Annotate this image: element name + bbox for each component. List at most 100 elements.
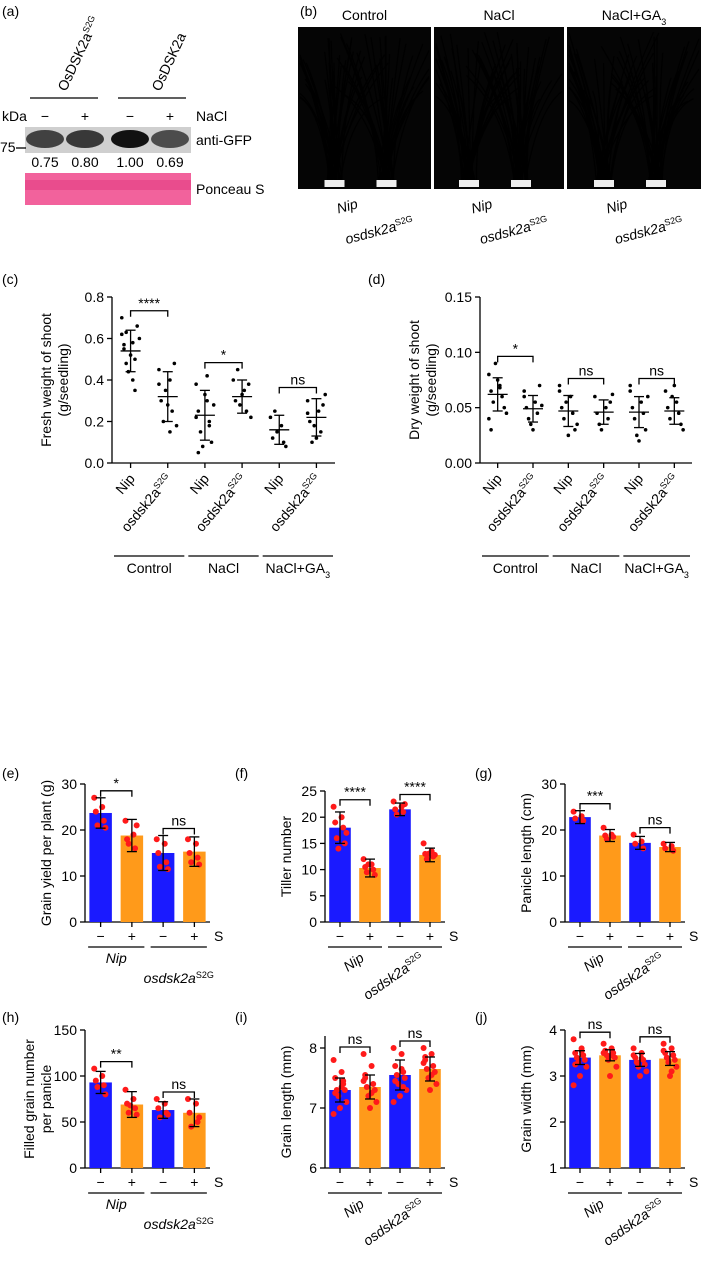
y-tick-label: 0 (309, 914, 317, 930)
y-tick-label: 0 (69, 914, 77, 930)
data-point (319, 430, 323, 434)
bar (329, 827, 351, 922)
y-axis-label: (g/seedling) (423, 343, 439, 416)
significance-bracket (162, 1091, 196, 1098)
group-label: Nip (340, 1195, 367, 1220)
x-tick-label-sup: S2G (587, 471, 606, 491)
data-point (430, 1063, 437, 1069)
data-point (667, 1073, 673, 1079)
data-point (133, 388, 137, 393)
data-point (663, 1054, 670, 1061)
data-point (186, 850, 193, 856)
data-point (529, 422, 533, 427)
data-point (130, 340, 135, 345)
data-point (603, 836, 610, 843)
data-point (153, 836, 160, 843)
data-point (668, 1068, 675, 1075)
data-point (630, 1045, 637, 1052)
construct-label: OsDSK2a (148, 30, 189, 93)
significance-bracket (162, 827, 196, 835)
data-point (670, 847, 677, 854)
ratio-label: 1.00 (116, 154, 143, 170)
leaf (650, 38, 700, 184)
data-point (639, 400, 643, 404)
leaf (328, 62, 333, 184)
leaf (568, 66, 598, 184)
y-tick-label: 0 (549, 914, 557, 930)
panel-label: (f) (235, 765, 248, 781)
factor-label: S (689, 1174, 698, 1190)
x-tick-label: + (128, 928, 136, 944)
data-point (540, 403, 544, 408)
significance-bracket (399, 793, 431, 801)
data-point (390, 1045, 397, 1051)
data-point (643, 428, 648, 432)
data-point (102, 1091, 109, 1098)
data-point (172, 361, 177, 366)
y-tick-label: 0.6 (85, 331, 105, 347)
data-point (163, 859, 170, 866)
significance-bracket (579, 1031, 611, 1039)
genotype-label-main: Nip (604, 195, 629, 216)
data-point (562, 416, 566, 421)
genotype-label-sup: S2G (663, 213, 683, 227)
data-point (533, 400, 537, 404)
pot (646, 180, 666, 187)
bar (629, 1059, 651, 1168)
group-label-main: osdsk2a (360, 1206, 412, 1249)
group-label: Nip (340, 949, 367, 974)
y-axis-label: Panicle length (cm) (518, 793, 534, 913)
genotype-label: osdsk2aS2G (343, 213, 415, 247)
significance-bracket (567, 377, 605, 385)
data-point (92, 1077, 99, 1084)
group-label: NaCl (208, 560, 239, 576)
data-point (242, 388, 247, 393)
group-label-sup: S2G (196, 1216, 214, 1226)
data-point (235, 367, 240, 372)
data-point (662, 845, 669, 852)
data-point (323, 392, 328, 397)
data-point (207, 419, 212, 424)
ratio-label: 0.75 (31, 154, 58, 170)
group-label: Control (493, 560, 538, 576)
data-point (363, 1084, 370, 1090)
leaf (302, 59, 339, 184)
data-point (491, 400, 496, 404)
data-point (401, 801, 408, 808)
data-point (668, 416, 672, 421)
data-point (209, 440, 214, 445)
x-tick-label: + (190, 1174, 198, 1190)
data-point (153, 1096, 160, 1102)
leaf (568, 78, 602, 184)
group-label: osdsk2aS2G (360, 949, 427, 1002)
leaf (381, 43, 407, 184)
significance-label: ns (408, 1025, 423, 1041)
data-point (205, 398, 209, 403)
y-tick-label: 0.15 (445, 289, 472, 305)
y-tick-label: 6 (309, 1160, 317, 1176)
group-label-main: osdsk2a (600, 1206, 652, 1249)
genotype-label-sup: S2G (394, 213, 414, 227)
condition-label-main: NaCl (483, 7, 514, 23)
data-point (155, 850, 162, 856)
x-tick-label: − (396, 928, 404, 944)
bar (359, 868, 381, 922)
leaf (611, 76, 665, 184)
significance-label: * (513, 340, 519, 356)
data-point (583, 1063, 590, 1070)
significance-bracket (639, 826, 671, 834)
data-point (168, 378, 172, 382)
data-point (630, 405, 635, 410)
data-point (637, 1073, 643, 1079)
x-tick-label-sup: S2G (658, 471, 677, 491)
data-point (398, 1051, 405, 1057)
data-point (332, 1090, 339, 1096)
significance-bracket (204, 361, 243, 369)
y-tick-label: 0 (69, 1160, 77, 1176)
y-axis-label: Fresh weight of shoot (38, 313, 54, 447)
significance-label: ns (649, 363, 664, 379)
blot-band (111, 130, 149, 148)
x-tick-label-main: Nip (261, 470, 287, 497)
significance-bracket (638, 377, 675, 385)
data-point (679, 422, 683, 427)
